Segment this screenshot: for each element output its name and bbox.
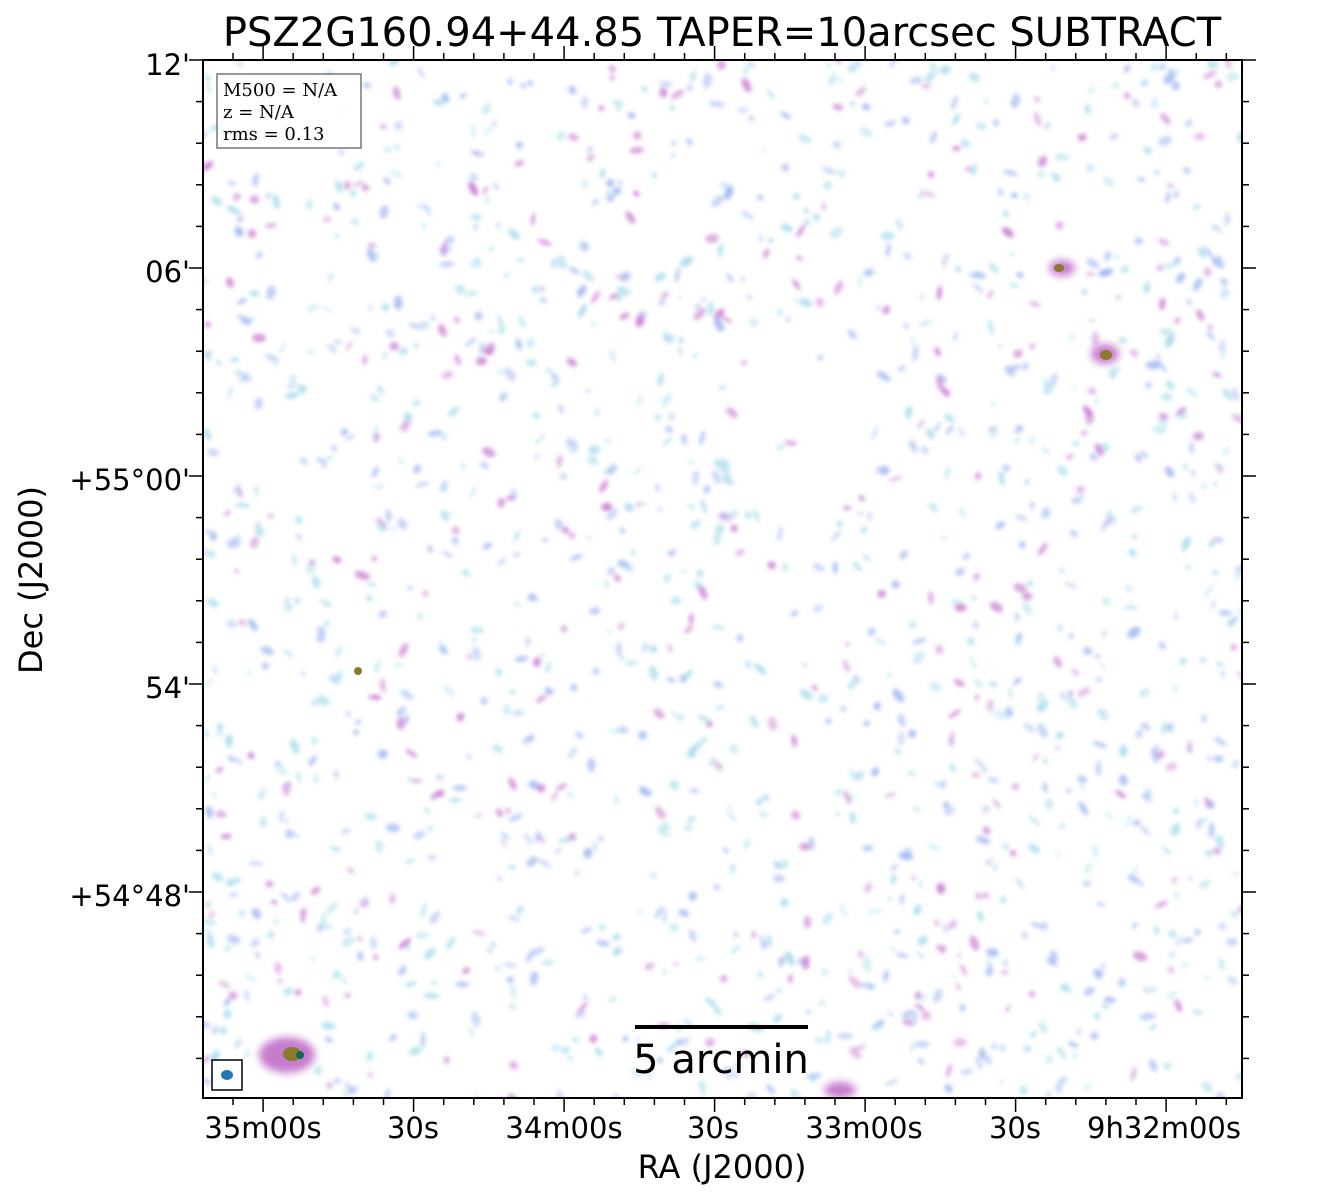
x-tick-label: 30s	[387, 1111, 439, 1145]
x-tick-label: 30s	[989, 1111, 1041, 1145]
info-box: M500 = N/A z = N/A rms = 0.13	[216, 73, 362, 149]
beam-indicator	[211, 1059, 243, 1091]
y-tick-label: 54'	[145, 671, 190, 705]
beam-ellipse	[221, 1070, 233, 1080]
y-tick-label: +55°00'	[69, 463, 190, 497]
x-tick-label: 33m00s	[805, 1111, 922, 1145]
plot-frame	[202, 59, 1243, 1099]
y-tick-label: 06'	[145, 255, 190, 289]
rms-value: rms = 0.13	[223, 124, 325, 145]
redshift-value: z = N/A	[223, 102, 295, 123]
x-tick-labels: 35m00s 30s 34m00s 30s 33m00s 30s 9h32m00…	[204, 1111, 1241, 1145]
x-tick-label: 35m00s	[204, 1111, 321, 1145]
y-tick-label: 12'	[145, 48, 190, 82]
scale-bar: 5 arcmin	[633, 1025, 809, 1083]
radio-image	[203, 60, 1242, 1098]
x-tick-label: 34m00s	[505, 1111, 622, 1145]
figure-title: PSZ2G160.94+44.85 TAPER=10arcsec SUBTRAC…	[223, 10, 1222, 56]
y-tick-labels: 12' 06' +55°00' 54' +54°48'	[69, 48, 190, 913]
m500-value: M500 = N/A	[223, 80, 338, 101]
x-tick-label: 9h32m00s	[1087, 1111, 1241, 1145]
axis-ticks	[189, 46, 1256, 1112]
x-axis-label: RA (J2000)	[638, 1148, 807, 1186]
scale-bar-label: 5 arcmin	[633, 1037, 809, 1083]
y-tick-label: +54°48'	[69, 879, 190, 913]
y-axis-label: Dec (J2000)	[12, 486, 50, 674]
x-tick-label: 30s	[687, 1111, 739, 1145]
